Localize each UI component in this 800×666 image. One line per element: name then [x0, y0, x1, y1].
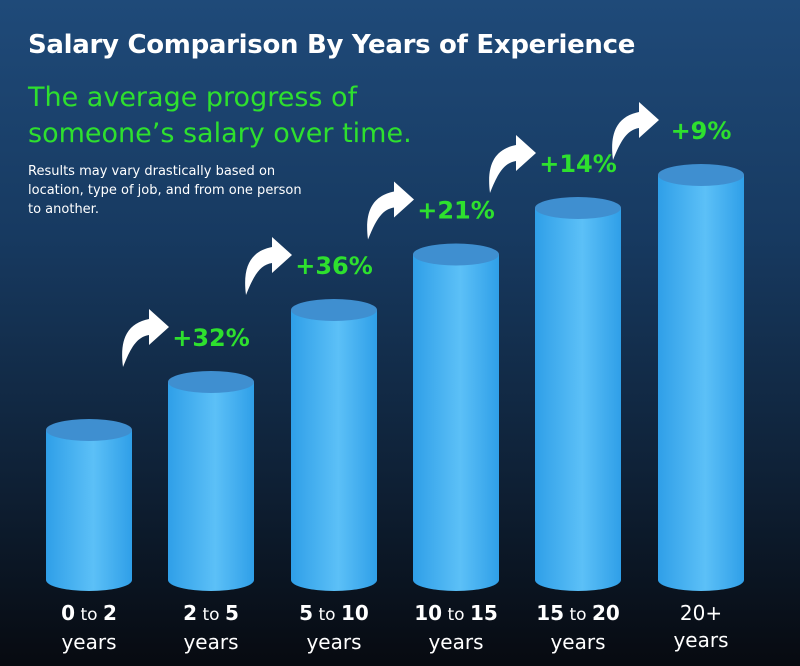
bar-top-cap: [658, 164, 744, 186]
bar-body: [168, 382, 254, 591]
bar-body: [535, 208, 621, 591]
chart-subtitle: The average progress of someone’s salary…: [28, 82, 412, 149]
growth-label: +9%: [671, 117, 732, 145]
growth-label: +21%: [417, 197, 495, 225]
bar-body: [46, 430, 132, 591]
disclaimer-note: Results may vary drastically based on lo…: [28, 164, 302, 217]
growth-arrow-icon: [122, 309, 169, 367]
bar-body: [658, 175, 744, 591]
bar-3: [413, 243, 499, 591]
x-tick-label: 20+ years: [673, 601, 729, 652]
growth-label: +36%: [295, 252, 373, 280]
bar-1: [168, 371, 254, 591]
bar-top-cap: [535, 197, 621, 219]
bar-5: [658, 164, 744, 591]
x-tick-label: 10 to 15 years: [414, 601, 498, 654]
growth-arrow-icon: [367, 181, 414, 240]
chart-title: Salary Comparison By Years of Experience: [28, 30, 636, 60]
growth-arrow-icon: [489, 135, 536, 193]
bar-2: [291, 299, 377, 591]
bar-top-cap: [413, 243, 499, 266]
growth-arrow-icon: [245, 237, 292, 295]
bar-top-cap: [168, 371, 254, 393]
x-tick-label: 2 to 5 years: [183, 601, 239, 654]
x-tick-label: 0 to 2 years: [61, 601, 117, 654]
x-tick-label: 5 to 10 years: [299, 601, 369, 654]
bar-top-cap: [46, 419, 132, 441]
growth-label: +14%: [539, 150, 617, 178]
bar-body: [413, 254, 499, 591]
bar-body: [291, 310, 377, 591]
growth-label: +32%: [172, 324, 250, 352]
growth-arrow-icon: [612, 102, 659, 160]
bar-top-cap: [291, 299, 377, 321]
bar-0: [46, 419, 132, 591]
bar-4: [535, 197, 621, 591]
x-tick-label: 15 to 20 years: [536, 601, 620, 654]
